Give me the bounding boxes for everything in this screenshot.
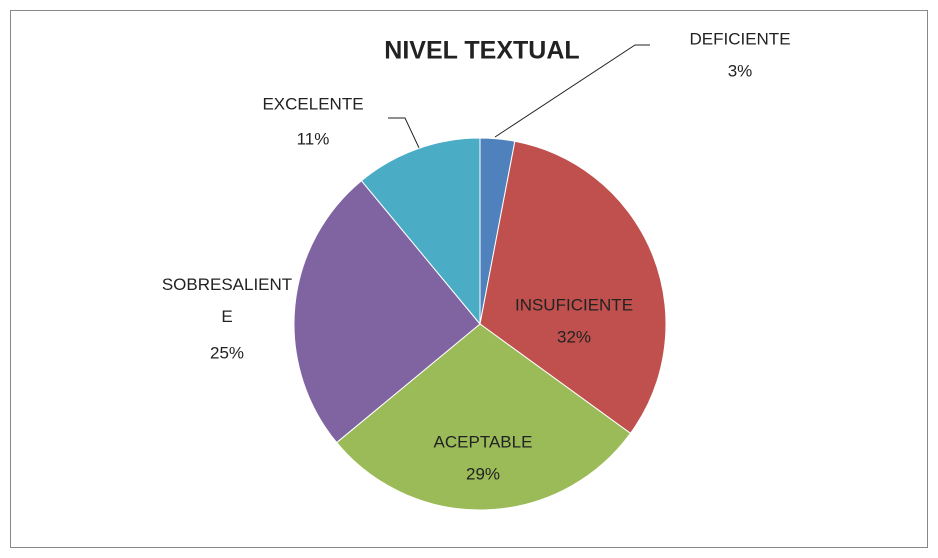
pie-slice	[293, 179, 481, 444]
value-label: 3%	[728, 61, 753, 80]
chart-title: NIVEL TEXTUAL	[384, 37, 579, 65]
label-line: SOBRESALIENT	[162, 275, 292, 294]
slice-label: EXCELENTE	[262, 94, 363, 113]
value-label: 11%	[297, 129, 330, 148]
value-label: 25%	[210, 343, 244, 362]
pie-slice	[479, 140, 667, 435]
pie	[293, 137, 667, 511]
pie-slice	[360, 137, 481, 326]
slice-label: SOBRESALIENT E	[162, 275, 292, 326]
value-label: 29%	[466, 464, 500, 483]
label-line: E	[221, 307, 232, 326]
pie-slice	[335, 323, 632, 511]
leader-line	[494, 44, 650, 138]
value-label: 32%	[557, 327, 591, 346]
slice-label: INSUFICIENTE	[515, 295, 633, 314]
slice-label: ACEPTABLE	[434, 432, 533, 451]
slice-label: DEFICIENTE	[689, 29, 790, 48]
leader-line	[388, 117, 421, 151]
